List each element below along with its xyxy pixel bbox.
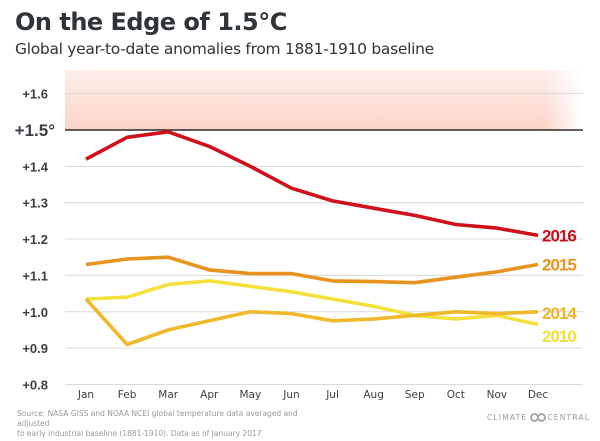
x-tick-label: Jul — [325, 389, 339, 401]
logo-text-left: CLIMATE — [487, 413, 528, 422]
x-tick-label: Oct — [447, 389, 465, 401]
climate-central-logo: CLIMATE CENTRAL — [487, 413, 590, 422]
series-label-2010: 2010 — [542, 327, 576, 346]
y-tick-label: +1.0 — [22, 305, 48, 320]
threshold-shaded-region — [65, 70, 583, 130]
chart-title: On the Edge of 1.5°C — [15, 8, 287, 36]
x-tick-label: Mar — [158, 389, 178, 401]
series-label-2015: 2015 — [542, 255, 576, 274]
y-tick-label: +1.1 — [22, 268, 48, 283]
series-label-2016: 2016 — [542, 226, 576, 245]
x-tick-label: Jun — [282, 389, 299, 401]
x-tick-label: Nov — [487, 389, 508, 401]
x-tick-label: Dec — [528, 389, 549, 401]
x-tick-label: Apr — [200, 389, 219, 401]
series-label-2014: 2014 — [542, 304, 577, 323]
logo-text-right: CENTRAL — [547, 413, 591, 422]
shade-fade — [543, 70, 583, 130]
series-line-2015 — [85, 255, 539, 285]
y-tick-label: +1.3 — [22, 196, 48, 211]
x-tick-label: Aug — [363, 389, 384, 401]
double-ring-logo-icon — [530, 413, 547, 422]
y-tick-label: +0.9 — [22, 341, 48, 356]
source-line-1: Source: NASA GISS and NOAA NCEI global t… — [17, 409, 298, 428]
source-line-2: to early industrial baseline (1881-1910)… — [17, 429, 262, 438]
y-tick-label: +1.4 — [22, 159, 48, 174]
x-tick-label: Sep — [405, 389, 425, 401]
x-tick-label: Feb — [118, 389, 137, 401]
y-tick-label: +1.6 — [22, 87, 48, 102]
chart-subtitle: Global year-to-date anomalies from 1881-… — [15, 40, 434, 58]
series-line-2016 — [85, 130, 539, 238]
y-tick-label: +0.8 — [22, 377, 48, 392]
y-tick-label: +1.2 — [22, 232, 48, 247]
series-line-2014 — [84, 297, 539, 347]
y-tick-label: +1.5° — [15, 121, 56, 140]
source-note: Source: NASA GISS and NOAA NCEI global t… — [17, 409, 317, 439]
x-tick-label: May — [240, 389, 262, 401]
x-tick-label: Jan — [77, 389, 94, 401]
series-line-2010 — [85, 279, 539, 327]
